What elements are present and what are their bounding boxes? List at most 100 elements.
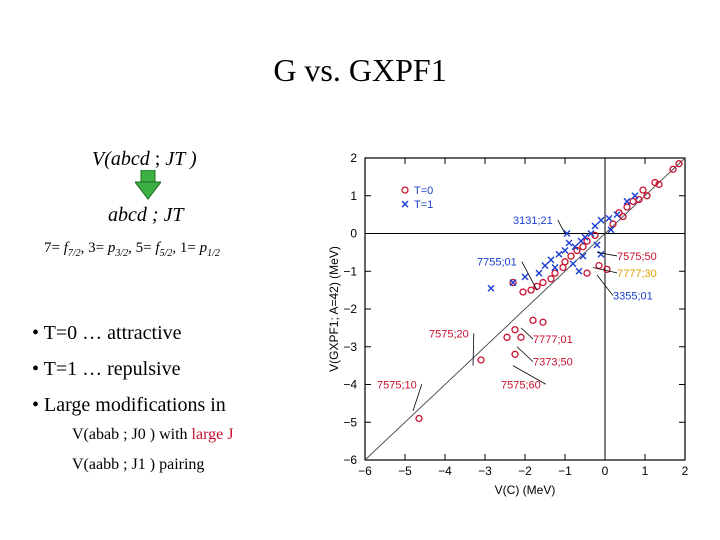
t1-point: [593, 241, 601, 249]
t1-point: [535, 269, 543, 277]
t1-point: [555, 250, 563, 258]
t1-point: [563, 230, 571, 237]
annotation-leader: [521, 261, 538, 291]
annotation-label: 7755;01: [477, 257, 517, 269]
annotation-label: 3355;01: [613, 291, 653, 303]
y-tick-label: −2: [343, 302, 357, 316]
t1-point-stroke: [593, 241, 601, 249]
y-tick-label: 2: [350, 151, 357, 165]
t1-point-stroke: [555, 250, 563, 258]
t1-point: [577, 237, 585, 245]
t0-point: [655, 180, 663, 189]
x-tick-label: −4: [438, 464, 452, 478]
bullet-t1: • T=1 … repulsive: [32, 358, 181, 380]
t0-point: [509, 278, 517, 287]
t0-point: [527, 286, 535, 294]
t1-point: [605, 214, 613, 222]
y-axis-label: V(GXPF1; A=42) (MeV): [327, 246, 341, 372]
t0-point: [583, 237, 591, 245]
formula-prefix: V(abcd: [92, 148, 155, 170]
annotation-leader: [516, 346, 534, 362]
t0-point: [559, 263, 567, 272]
t0-point: [623, 203, 631, 211]
t1-point-stroke: [623, 197, 631, 205]
t1-point-stroke: [605, 214, 613, 222]
scatter-chart: −6 −5 −4 −3 −2 −1 0 1 2 2 1 0 −1 −2 −3 −4 −5 −6 3131;21 75…: [327, 151, 689, 497]
t0-point: [629, 197, 637, 206]
t0-point: [539, 318, 547, 326]
t1-point-stroke: [541, 262, 549, 270]
t0-point: [619, 212, 627, 221]
x-tick-label: −3: [478, 464, 492, 478]
down-arrow-icon: [135, 170, 161, 200]
t1-point: [597, 250, 605, 258]
orbital-number: 3=: [88, 240, 108, 256]
annotation-label: 7777;01: [533, 334, 573, 346]
t0-point: [639, 186, 647, 194]
large-j-highlight: large J: [191, 426, 234, 443]
annotation-leader: [412, 384, 423, 412]
orbital-letter: p: [199, 240, 208, 256]
legend-t0-marker: [401, 186, 409, 194]
interaction-formula: V(abcd ; JT ): [92, 148, 197, 171]
t1-point: [547, 256, 555, 264]
t0-point: [567, 252, 575, 260]
diagonal-y-equals-x: [364, 157, 686, 461]
x-tick-label: −2: [518, 464, 532, 478]
x-axis-label: V(C) (MeV): [495, 483, 556, 497]
chart-axes: −6 −5 −4 −3 −2 −1 0 1 2 2 1 0 −1 −2 −3 −4 −5 −6: [343, 151, 688, 478]
t0-point: [415, 414, 423, 423]
orbital-number: 5=: [135, 240, 156, 256]
t0-point: [503, 333, 511, 341]
t0-point: [477, 356, 485, 364]
annotations: 3131;21 7575;50 7777;30 7755;01 3355;01 7575;…: [377, 215, 657, 412]
annotation-label: 7575;50: [617, 251, 657, 263]
annotation-leader: [596, 251, 618, 257]
y-tick-label: 0: [350, 227, 357, 241]
t1-point-stroke: [569, 260, 577, 268]
x-tick-label: −6: [358, 464, 372, 478]
orbital-label: abcd ; JT: [108, 204, 184, 226]
orbital-subscript: 5/2: [159, 248, 173, 259]
t1-point-stroke: [487, 284, 495, 292]
t1-point: [613, 211, 621, 219]
t1-point: [607, 226, 615, 234]
t1-point-stroke: [575, 267, 583, 275]
t1-point-stroke: [563, 230, 571, 237]
y-tick-label: 1: [350, 189, 357, 203]
formula-separator: ;: [154, 148, 166, 170]
legend-t1-label: T=1: [414, 199, 433, 211]
t0-point: [675, 160, 683, 168]
t0-point: [583, 269, 591, 277]
orbital-2: 5= f5/2,: [135, 240, 180, 259]
y-tick-label: −5: [343, 415, 357, 429]
t1-point: [597, 216, 605, 224]
t1-point-stroke: [577, 237, 585, 245]
x-tick-label: 1: [642, 464, 649, 478]
t1-point-stroke: [509, 279, 517, 287]
t1-point-stroke: [607, 226, 615, 234]
bullet-modifications: • Large modifications in: [32, 394, 226, 416]
annotation-label: 7575;20: [429, 328, 469, 340]
t1-point: [579, 252, 587, 260]
y-tick-label: −1: [343, 264, 357, 278]
t1-point: [541, 262, 549, 270]
orbital-letter: f: [155, 240, 160, 256]
t1-point: [561, 246, 569, 254]
diagonal-line: [364, 157, 686, 461]
t0-point: [517, 333, 525, 341]
axis-labels: V(C) (MeV) V(GXPF1; A=42) (MeV): [327, 246, 555, 497]
t0-point: [547, 275, 555, 283]
t1-point-stroke: [613, 211, 621, 219]
data-points: [415, 160, 683, 423]
t0-point: [651, 178, 659, 187]
t1-point: [631, 192, 639, 200]
t1-point-stroke: [597, 216, 605, 224]
orbital-0: 7= f7/2,: [44, 240, 89, 259]
bullet-t0: • T=0 … attractive: [32, 322, 182, 344]
t1-point: [575, 267, 583, 275]
slide-title: G vs. GXPF1: [273, 52, 447, 88]
t1-point: [521, 273, 529, 281]
t0-point: [595, 261, 603, 270]
t0-point: [669, 165, 677, 173]
